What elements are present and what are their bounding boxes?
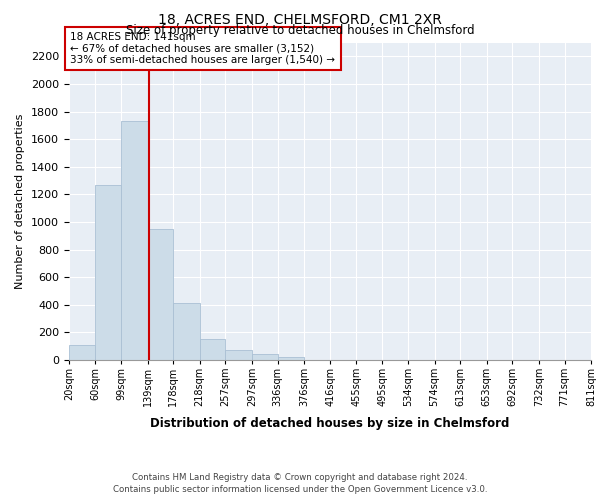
Bar	[95, 184, 121, 360]
Bar	[226, 350, 252, 360]
Text: Size of property relative to detached houses in Chelmsford: Size of property relative to detached ho…	[125, 24, 475, 37]
Text: Distribution of detached houses by size in Chelmsford: Distribution of detached houses by size …	[151, 418, 509, 430]
Text: 18, ACRES END, CHELMSFORD, CM1 2XR: 18, ACRES END, CHELMSFORD, CM1 2XR	[158, 12, 442, 26]
Y-axis label: Number of detached properties: Number of detached properties	[16, 114, 25, 289]
Bar	[200, 338, 226, 360]
Text: 18 ACRES END: 141sqm
← 67% of detached houses are smaller (3,152)
33% of semi-de: 18 ACRES END: 141sqm ← 67% of detached h…	[70, 32, 335, 65]
Bar	[173, 302, 200, 360]
Bar	[121, 121, 148, 360]
Bar	[252, 354, 278, 360]
Text: Contains HM Land Registry data © Crown copyright and database right 2024.: Contains HM Land Registry data © Crown c…	[132, 472, 468, 482]
Bar	[69, 345, 95, 360]
Bar	[148, 229, 173, 360]
Bar	[278, 356, 304, 360]
Text: Contains public sector information licensed under the Open Government Licence v3: Contains public sector information licen…	[113, 485, 487, 494]
